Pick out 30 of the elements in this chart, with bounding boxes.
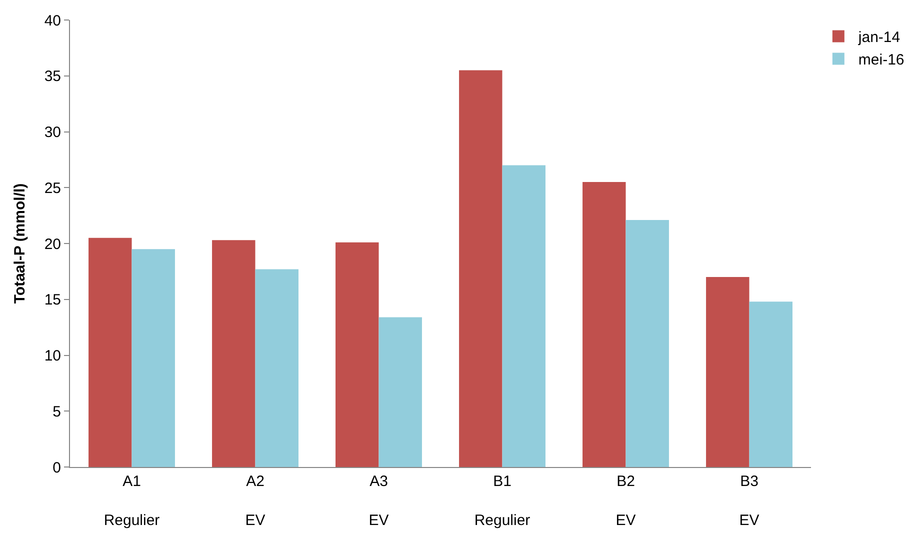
bar — [626, 220, 669, 467]
bar — [132, 249, 175, 467]
category-label: A3 EV — [368, 473, 389, 529]
bar — [88, 238, 132, 467]
bar — [502, 165, 546, 467]
legend-label: mei-16 — [858, 52, 904, 69]
bar — [749, 302, 792, 467]
y-tick-label: 10 — [44, 348, 61, 364]
y-tick-label: 25 — [44, 180, 61, 197]
y-tick-label: 30 — [44, 124, 61, 141]
y-axis-title: Totaal-P (mmol/l) — [12, 183, 29, 304]
category-label: A2 EV — [245, 473, 266, 529]
y-tick-label: 35 — [44, 68, 61, 86]
category-label: B3 EV — [739, 473, 760, 529]
category-label: B1 Regulier — [474, 473, 530, 529]
bar — [212, 240, 256, 467]
category-label: A1 Regulier — [104, 473, 160, 529]
bar — [336, 242, 379, 467]
y-tick-label: 40 — [44, 12, 61, 30]
bar — [706, 277, 750, 467]
y-tick-label: 20 — [44, 236, 61, 253]
y-tick-label: 5 — [52, 403, 61, 420]
y-tick-label: 0 — [52, 459, 61, 476]
legend-label: jan-14 — [857, 29, 900, 46]
category-label: B2 EV — [616, 473, 636, 529]
bar — [255, 269, 298, 467]
bar — [459, 70, 502, 467]
bar — [582, 182, 626, 467]
bar — [378, 317, 422, 467]
y-tick-label: 15 — [44, 292, 61, 309]
